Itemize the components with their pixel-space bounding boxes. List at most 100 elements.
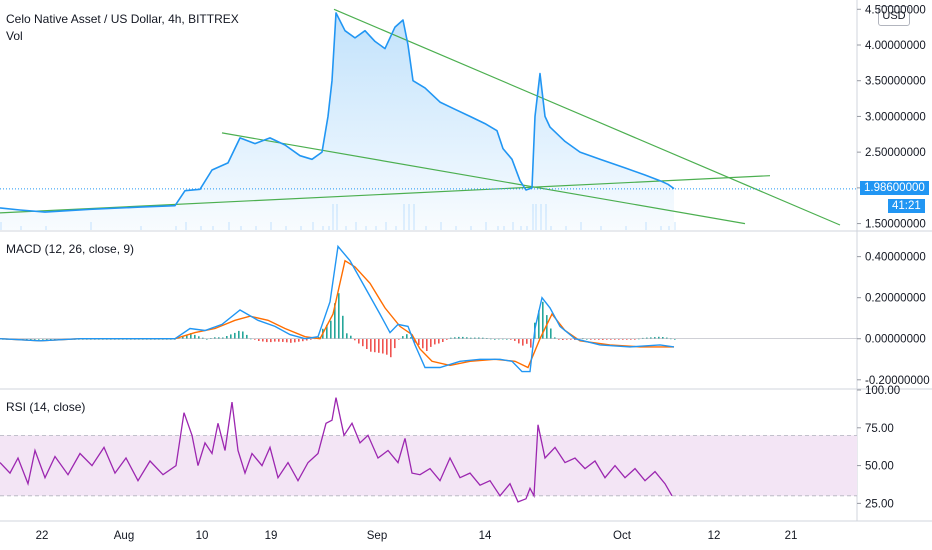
- macd-histogram-bar: [474, 337, 476, 339]
- macd-histogram-bar: [290, 338, 292, 343]
- macd-histogram-bar: [190, 333, 192, 339]
- macd-histogram-bar: [550, 328, 552, 339]
- macd-histogram-bar: [542, 301, 544, 339]
- macd-histogram-bar: [366, 338, 368, 349]
- macd-histogram-bar: [462, 336, 464, 339]
- volume-bar: [403, 204, 405, 230]
- countdown-label: 41:21: [888, 199, 925, 213]
- volume-bar: [425, 226, 427, 230]
- macd-histogram-bar: [202, 337, 204, 339]
- macd-histogram-bar: [606, 338, 608, 340]
- volume-bar: [535, 204, 537, 230]
- macd-histogram-bar: [518, 338, 520, 344]
- volume-bar: [674, 222, 676, 230]
- macd-histogram-bar: [278, 338, 280, 342]
- macd-histogram-bar: [274, 338, 276, 342]
- macd-histogram-bar: [466, 337, 468, 339]
- macd-histogram-bar: [270, 338, 272, 343]
- macd-histogram-bar: [394, 338, 396, 349]
- volume-bar: [385, 222, 387, 230]
- macd-histogram-bar: [562, 338, 564, 340]
- macd-histogram-bar: [642, 337, 644, 339]
- volume-bar: [485, 222, 487, 230]
- macd-histogram-bar: [514, 338, 516, 341]
- rsi-tick-label: 100.00: [865, 385, 900, 397]
- volume-bar: [470, 226, 472, 230]
- macd-histogram-bar: [442, 338, 444, 342]
- volume-bar: [532, 204, 534, 230]
- volume-bar: [413, 204, 415, 230]
- macd-histogram-bar: [258, 338, 260, 341]
- volume-bar: [200, 226, 202, 230]
- price-tick-label: 1.50000000: [865, 219, 926, 231]
- macd-histogram-bar: [666, 337, 668, 339]
- macd-histogram-bar: [286, 338, 288, 343]
- volume-bar: [395, 226, 397, 230]
- macd-histogram-bar: [406, 334, 408, 339]
- macd-histogram-bar: [478, 337, 480, 339]
- macd-histogram-bar: [362, 338, 364, 347]
- rsi-tick-label: 75.00: [865, 423, 894, 435]
- macd-histogram-bar: [38, 338, 40, 340]
- time-tick-label: 19: [265, 530, 278, 542]
- macd-histogram-bar: [622, 338, 624, 340]
- volume-bar: [660, 226, 662, 230]
- trendline-3: [0, 175, 771, 214]
- macd-histogram-bar: [674, 338, 676, 340]
- time-tick-label: 14: [479, 530, 492, 542]
- macd-histogram-bar: [386, 338, 388, 355]
- currency-button[interactable]: USD: [878, 6, 910, 26]
- macd-histogram-bar: [358, 338, 360, 344]
- macd-tick-label: 0.00000000: [865, 334, 926, 346]
- macd-histogram-bar: [50, 338, 52, 340]
- macd-histogram-bar: [590, 338, 592, 340]
- volume-bar: [228, 222, 230, 230]
- volume-bar: [375, 226, 377, 230]
- macd-histogram-bar: [530, 338, 532, 348]
- volume-bar: [255, 226, 257, 230]
- volume-bar: [625, 226, 627, 230]
- macd-title: MACD (12, 26, close, 9): [6, 242, 135, 256]
- macd-histogram-bar: [326, 324, 328, 339]
- volume-bar: [345, 226, 347, 230]
- macd-histogram-bar: [430, 338, 432, 347]
- macd-histogram-bar: [26, 338, 28, 340]
- macd-histogram-bar: [410, 337, 412, 339]
- volume-label: Vol: [6, 29, 23, 43]
- volume-bar: [580, 222, 582, 230]
- macd-histogram-bar: [626, 338, 628, 340]
- macd-histogram-bar: [482, 337, 484, 339]
- macd-histogram-bar: [446, 338, 448, 340]
- macd-histogram-bar: [422, 338, 424, 349]
- macd-histogram-bar: [330, 320, 332, 339]
- macd-histogram-bar: [306, 338, 308, 341]
- volume-bar: [497, 226, 499, 230]
- macd-histogram-bar: [54, 338, 56, 340]
- macd-histogram-bar: [42, 338, 44, 340]
- macd-histogram-bar: [662, 337, 664, 339]
- macd-histogram-bar: [658, 336, 660, 339]
- macd-histogram-bar: [30, 338, 32, 340]
- macd-histogram-bar: [402, 336, 404, 339]
- volume-bar: [0, 222, 2, 230]
- time-tick-label: Aug: [114, 530, 134, 542]
- volume-bar: [600, 226, 602, 230]
- rsi-tick-label: 25.00: [865, 498, 894, 510]
- volume-bar: [140, 226, 142, 230]
- macd-histogram-bar: [302, 338, 304, 342]
- macd-histogram-bar: [426, 338, 428, 351]
- macd-histogram-bar: [254, 338, 256, 340]
- macd-histogram-bar: [546, 315, 548, 339]
- macd-histogram-bar: [594, 338, 596, 340]
- time-tick-label: 10: [196, 530, 209, 542]
- macd-histogram-bar: [214, 337, 216, 339]
- volume-bar: [45, 226, 47, 230]
- macd-histogram-bar: [310, 338, 312, 340]
- volume-bar: [328, 226, 330, 230]
- macd-histogram-bar: [182, 336, 184, 339]
- volume-bar: [540, 204, 542, 230]
- price-tick-label: 4.50000000: [865, 4, 926, 16]
- chart-title: Celo Native Asset / US Dollar, 4h, BITTR…: [6, 12, 239, 26]
- volume-bar: [408, 204, 410, 230]
